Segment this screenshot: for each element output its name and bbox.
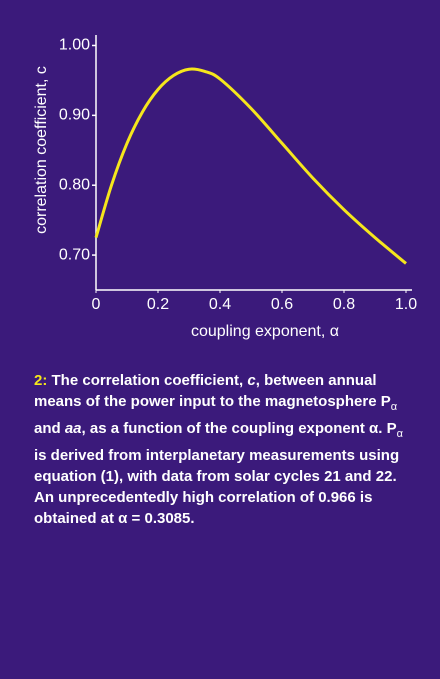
caption-text: , between annual means of the power inpu… [34,372,391,410]
caption-text: , as a function of the coupling exponent… [81,420,397,437]
x-tick-label: 1.0 [395,296,417,313]
y-tick-label: 0.90 [59,107,90,124]
caption-text: c [247,372,256,389]
x-tick-label: 0.8 [333,296,355,313]
x-tick-label: 0 [92,296,101,313]
caption-subscript: α [396,428,403,440]
caption-text: The correlation coefficient, [51,372,248,389]
caption-text: is derived from interplanetary measureme… [34,447,400,527]
y-tick-label: 0.80 [59,176,90,193]
chart: correlation coefficient, c coupling expo… [33,35,417,340]
caption-label: 2: [34,372,48,389]
y-axis-label: correlation coefficient, c [33,66,50,234]
data-line [94,67,407,265]
caption: 2: The correlation coefficient, c, betwe… [34,370,410,529]
x-tick-label: 0.2 [147,296,169,313]
caption-text: aa [64,420,82,437]
y-tick-label: 1.00 [59,37,90,54]
caption-subscript: α [390,401,398,413]
x-tick-label: 0.6 [271,296,293,313]
y-tick-label: 0.70 [59,246,90,263]
caption-text: and [34,420,65,437]
x-tick-label: 0.4 [209,296,231,313]
x-axis-label: coupling exponent, α [191,323,339,340]
